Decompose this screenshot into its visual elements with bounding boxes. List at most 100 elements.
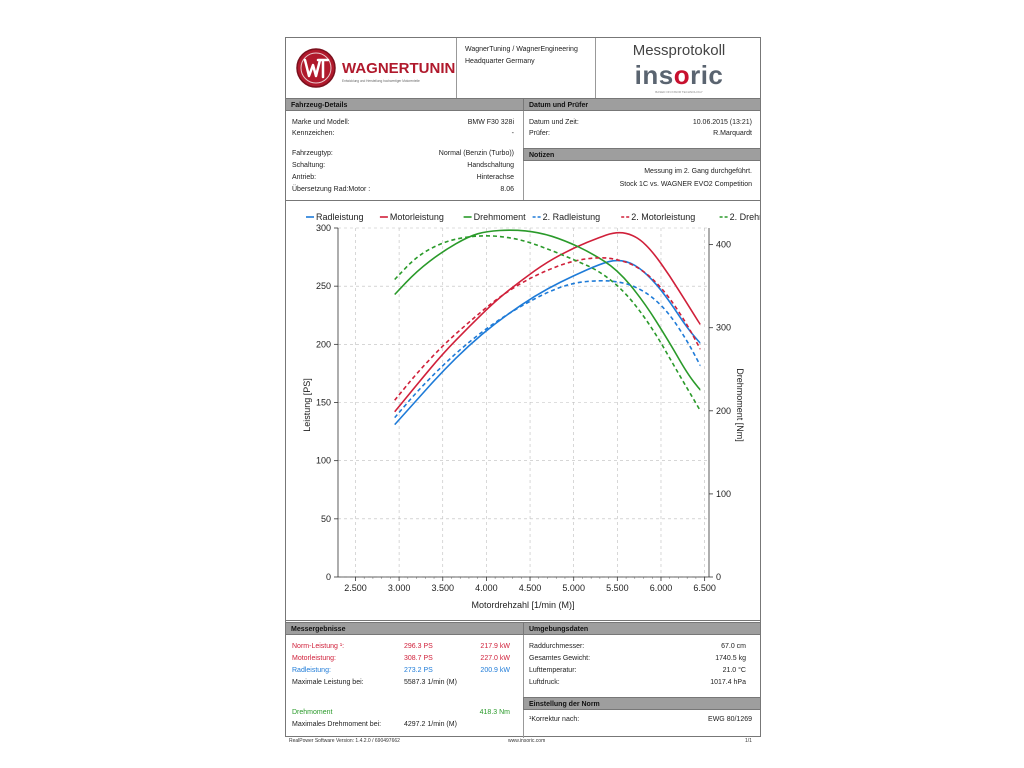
x-tick-label: 5.000 xyxy=(562,583,585,593)
env-label-wheel: Raddurchmesser: xyxy=(529,643,585,650)
vehicle-value-gearbox: Handschaltung xyxy=(467,162,514,169)
vehicle-value-type: Normal (Benzin (Turbo)) xyxy=(438,150,514,157)
y-tick-label: 250 xyxy=(316,281,331,291)
vehicle-value-model: BMW F30 328i xyxy=(467,119,514,126)
result-value-torque: 418.3 Nm xyxy=(479,709,510,716)
company-name: WagnerTuning / WagnerEngineering xyxy=(465,46,578,53)
vehicle-value-ratio: 8.06 xyxy=(500,186,514,193)
insoric-tagline: BASED ON INSOR TECHNOLOGY xyxy=(655,90,703,94)
y2-tick-label: 100 xyxy=(716,489,731,499)
env-label-pressure: Luftdruck: xyxy=(529,679,560,686)
report-header: WAGNERTUNING Entwicklung und Herstellung… xyxy=(286,38,760,99)
y2-tick-label: 0 xyxy=(716,572,721,582)
vehicle-label-ratio: Übersetzung Rad:Motor : xyxy=(292,186,371,193)
series-line-1 xyxy=(394,259,702,426)
y-tick-label: 0 xyxy=(326,572,331,582)
y2-tick-label: 200 xyxy=(716,406,731,416)
dyno-chart: Radleistung Motorleistung Drehmoment 2. Rad… xyxy=(302,212,760,610)
result-label-engine: Motorleistung: xyxy=(292,655,336,662)
x-tick-label: 6.500 xyxy=(693,583,716,593)
result-ps-wheel: 273.2 PS xyxy=(404,667,433,674)
x-tick-label: 3.000 xyxy=(388,583,411,593)
series-line-4 xyxy=(394,279,702,419)
logo-text: WAGNERTUNING xyxy=(342,60,456,77)
series-line-5 xyxy=(394,256,702,401)
y-tick-label: 200 xyxy=(316,339,331,349)
insoric-brand-box: Messprotokoll insoric BASED ON INSOR TEC… xyxy=(598,38,760,98)
date-label: Datum und Zeit: xyxy=(529,119,579,126)
vehicle-label-drive: Antrieb: xyxy=(292,174,317,181)
logo-tagline: Entwicklung und Herstellung hochwertiger… xyxy=(342,79,420,83)
y-axis-label: Leistung [PS] xyxy=(302,378,312,432)
legend-item: Drehmoment xyxy=(474,212,527,222)
result-label-wheel: Radleistung: xyxy=(292,667,331,674)
env-label-weight: Gesamtes Gewicht: xyxy=(529,655,591,662)
result-kw-norm: 217.9 kW xyxy=(480,643,510,650)
wagnertuning-logo: WAGNERTUNING Entwicklung und Herstellung… xyxy=(296,47,467,89)
result-label-torque: Drehmoment xyxy=(292,709,333,716)
chart-axes: 2.500 3.000 3.500 4.000 4.500 5.000 5.500 6.000… xyxy=(316,223,731,593)
x-tick-label: 3.500 xyxy=(431,583,454,593)
notes-header: Notizen xyxy=(523,148,760,161)
series-line-6 xyxy=(394,235,702,412)
env-value-pressure: 1017.4 hPa xyxy=(710,679,746,686)
footer-software: RealPower Software Version: 1.4.2.0 / 69… xyxy=(289,738,400,744)
result-ps-engine: 308.7 PS xyxy=(404,655,433,662)
legend-item: Motorleistung xyxy=(390,212,444,222)
notes-line-2: Stock 1C vs. WAGNER EVO2 Competition xyxy=(619,181,752,188)
x-tick-label: 2.500 xyxy=(344,583,367,593)
result-label-norm: Norm-Leistung ¹: xyxy=(292,643,345,650)
result-value-max-power: 5587.3 1/min (M) xyxy=(404,679,457,686)
y2-tick-label: 300 xyxy=(716,323,731,333)
x-tick-label: 6.000 xyxy=(650,583,673,593)
environment-header: Umgebungsdaten xyxy=(523,622,760,635)
report-page: WAGNERTUNING Entwicklung und Herstellung… xyxy=(285,37,761,738)
company-address: WagnerTuning / WagnerEngineering Headqua… xyxy=(456,38,596,98)
examiner-value: R.Marquardt xyxy=(713,130,752,137)
series-line-3 xyxy=(394,229,702,391)
y2-tick-label: 400 xyxy=(716,240,731,250)
examiner-label: Prüfer: xyxy=(529,130,551,137)
x-tick-label: 5.500 xyxy=(606,583,629,593)
vehicle-details-header: Fahrzeug-Details xyxy=(286,98,523,111)
vehicle-value-plate: - xyxy=(511,130,514,137)
result-value-max-torque: 4297.2 1/min (M) xyxy=(404,721,457,728)
footer-page: 1/1 xyxy=(745,738,752,744)
env-value-weight: 1740.5 kg xyxy=(715,655,746,662)
legend-item: 2. Motorleistung xyxy=(631,212,695,222)
result-label-max-power: Maximale Leistung bei: xyxy=(292,679,364,686)
x-axis-label: Motordrehzahl [1/min (M)] xyxy=(471,600,574,610)
vehicle-label-type: Fahrzeugtyp: xyxy=(292,150,333,157)
y-tick-label: 150 xyxy=(316,398,331,408)
report-title: Messprotokoll xyxy=(632,42,726,59)
x-tick-label: 4.500 xyxy=(519,583,542,593)
vehicle-label-plate: Kennzeichen: xyxy=(292,130,335,137)
env-value-wheel: 67.0 cm xyxy=(721,643,746,650)
result-label-max-torque: Maximales Drehmoment bei: xyxy=(292,721,382,728)
y-tick-label: 50 xyxy=(321,514,331,524)
vehicle-value-drive: Hinterachse xyxy=(476,174,514,181)
date-value: 10.06.2015 (13:21) xyxy=(692,119,752,126)
chart-grid xyxy=(338,227,709,578)
notes-line-1: Messung im 2. Gang durchgeführt. xyxy=(644,168,752,175)
chart-plot-area xyxy=(394,229,702,426)
series-line-2 xyxy=(394,231,702,413)
vehicle-label-model: Marke und Modell: xyxy=(292,119,350,126)
footer-url: www.insoric.com xyxy=(508,738,546,744)
legend-item: Radleistung xyxy=(316,212,364,222)
y-tick-label: 300 xyxy=(316,223,331,233)
y2-axis-label: Drehmoment [Nm] xyxy=(735,368,745,442)
company-location: Headquarter Germany xyxy=(465,58,535,65)
results-header: Messergebnisse xyxy=(286,622,523,635)
result-kw-wheel: 200.9 kW xyxy=(480,667,510,674)
env-value-temp: 21.0 °C xyxy=(722,667,746,674)
result-kw-engine: 227.0 kW xyxy=(480,655,510,662)
x-tick-label: 4.000 xyxy=(475,583,498,593)
norm-value: EWG 80/1269 xyxy=(708,716,752,723)
legend-item: 2. Drehmoment xyxy=(730,212,760,222)
insoric-logo: insoric xyxy=(634,60,724,90)
y-tick-label: 100 xyxy=(316,456,331,466)
chart-legend: Radleistung Motorleistung Drehmoment 2. Rad… xyxy=(306,212,760,222)
date-header: Datum und Prüfer xyxy=(523,98,760,111)
result-ps-norm: 296.3 PS xyxy=(404,643,433,650)
